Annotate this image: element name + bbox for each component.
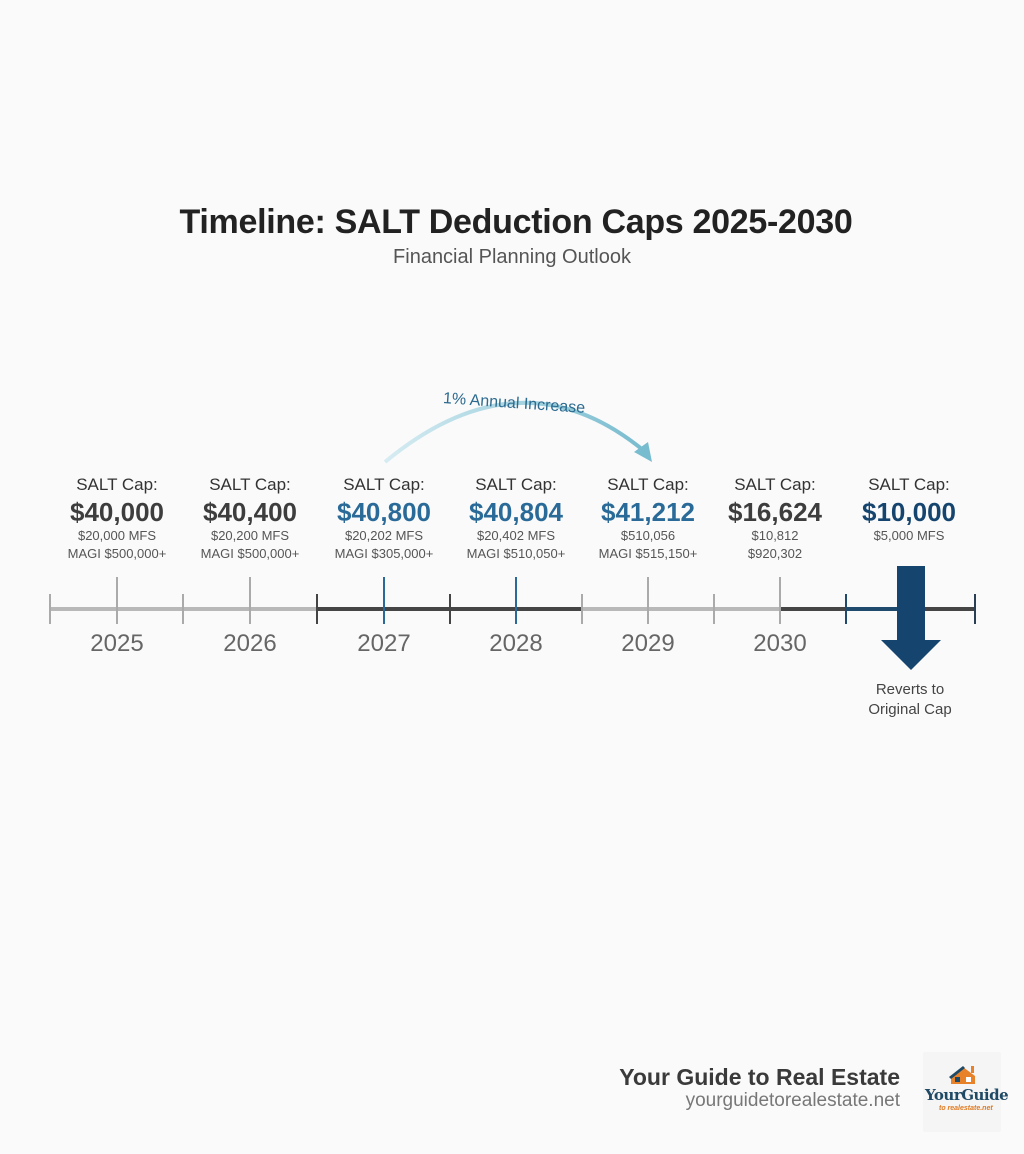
cap-label: SALT Cap:: [76, 475, 158, 494]
cap-card-2025: SALT Cap: $40,000 $20,000 MFS MAGI $500,…: [47, 475, 187, 563]
cap-mfs: $510,056: [620, 528, 676, 543]
reverts-line-1: Reverts to: [875, 681, 945, 698]
cap-label: SALT Cap:: [607, 475, 689, 494]
cap-card-2026: SALT Cap: $40,400 $20,200 MFS MAGI $500,…: [180, 475, 320, 563]
cap-mfs: $10,812: [751, 528, 799, 543]
logo-text: YourGuide: [925, 1086, 1009, 1104]
cap-amount: $16,624: [728, 497, 822, 527]
cap-label: SALT Cap:: [734, 475, 816, 494]
year-label: 2029: [621, 630, 675, 657]
cap-amount: $40,804: [469, 497, 563, 527]
cap-amount: $40,400: [203, 497, 297, 527]
year-label: 2030: [753, 630, 807, 657]
year-label: 2025: [90, 630, 144, 657]
house-icon: [949, 1066, 975, 1084]
brand-logo: YourGuide to realestate.net: [923, 1052, 1009, 1132]
cap-magi: MAGI $510,050+: [466, 546, 566, 561]
revert-arrow-icon: [881, 566, 941, 670]
reverts-line-2: Original Cap: [868, 701, 952, 718]
arc-arrowhead-icon: [634, 442, 652, 462]
year-label: 2026: [223, 630, 277, 657]
reverts-note: Reverts to Original Cap: [846, 680, 974, 720]
brand-url: yourguidetorealestate.net: [685, 1090, 900, 1111]
cap-card-2029: SALT Cap: $41,212 $510,056 MAGI $515,150…: [578, 475, 718, 563]
cap-magi: $920,302: [747, 546, 803, 561]
year-label: 2028: [489, 630, 543, 657]
page-subtitle: Financial Planning Outlook: [393, 246, 631, 268]
cap-amount: $40,800: [337, 497, 431, 527]
cap-label: SALT Cap:: [343, 475, 425, 494]
cap-magi: MAGI $515,150+: [598, 546, 698, 561]
logo-subtext: to realestate.net: [939, 1105, 993, 1112]
cap-label: SALT Cap:: [209, 475, 291, 494]
cap-amount: $10,000: [862, 497, 956, 527]
cap-card-2030: SALT Cap: $16,624 $10,812 $920,302: [705, 475, 845, 563]
increase-arc: [383, 400, 645, 464]
cap-mfs: $20,000 MFS: [77, 528, 157, 543]
cap-mfs: $20,402 MFS: [476, 528, 556, 543]
cap-mfs: $20,202 MFS: [344, 528, 424, 543]
cap-card-revert: SALT Cap: $10,000 $5,000 MFS: [839, 475, 979, 545]
page-title: Timeline: SALT Deduction Caps 2025-2030: [179, 203, 853, 241]
cap-label: SALT Cap:: [868, 475, 950, 494]
cap-amount: $40,000: [70, 497, 164, 527]
cap-label: SALT Cap:: [475, 475, 557, 494]
cap-mfs: $5,000 MFS: [873, 528, 945, 543]
cap-card-2027: SALT Cap: $40,800 $20,202 MFS MAGI $305,…: [314, 475, 454, 563]
cap-magi: MAGI $500,000+: [200, 546, 300, 561]
brand-name: Your Guide to Real Estate: [619, 1064, 900, 1090]
year-label: 2027: [357, 630, 411, 657]
cap-magi: MAGI $500,000+: [67, 546, 167, 561]
cap-magi: MAGI $305,000+: [334, 546, 434, 561]
cap-card-2028: SALT Cap: $40,804 $20,402 MFS MAGI $510,…: [446, 475, 586, 563]
cap-mfs: $20,200 MFS: [210, 528, 290, 543]
cap-amount: $41,212: [601, 497, 695, 527]
